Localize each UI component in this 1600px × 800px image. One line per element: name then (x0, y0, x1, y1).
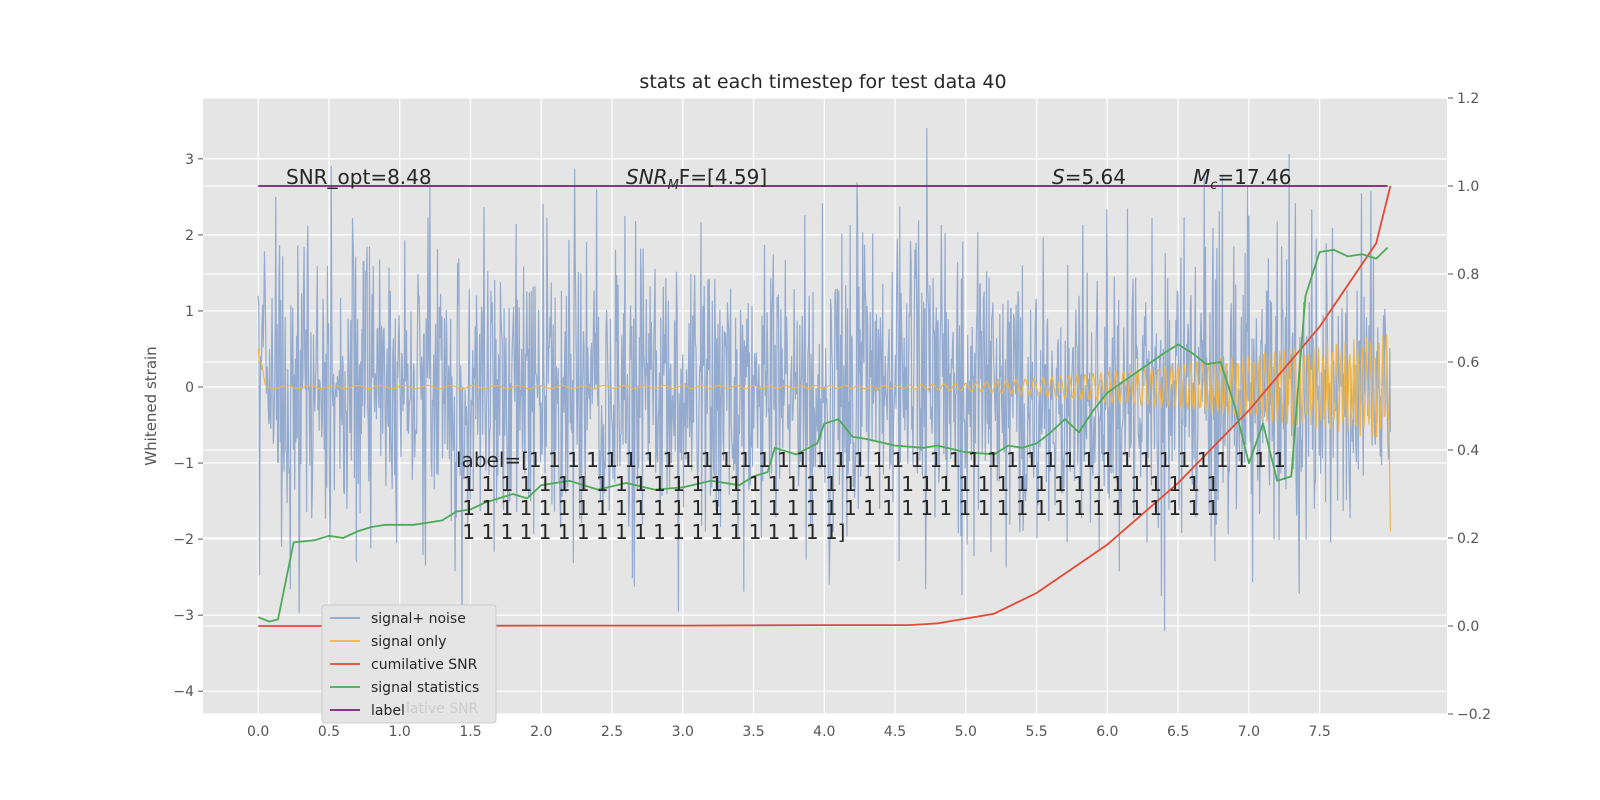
snr-opt-annotation: SNR_opt=8.48 (286, 165, 432, 189)
y-right-tick-label: 0.6 (1457, 355, 1479, 371)
x-tick-label: 7.0 (1238, 724, 1260, 740)
x-tick-label: 2.0 (530, 724, 552, 740)
label-annotation-line-1: label=[1 1 1 1 1 1 1 1 1 1 1 1 1 1 1 1 1… (456, 448, 1286, 472)
series-line-cumilative-snr (258, 185, 1392, 627)
y-right-tick-label: 0.0 (1457, 619, 1479, 635)
legend-label: signal statistics (371, 680, 479, 696)
x-tick-label: 0.0 (247, 724, 269, 740)
y-tick-label: 0 (185, 380, 194, 396)
legend: lative SNR signal+ noise signal only cumil… (321, 604, 497, 724)
legend-label: signal only (371, 634, 446, 650)
x-tick-label: 0.5 (318, 724, 340, 740)
y-tick-label: −2 (173, 532, 194, 548)
y-tick-label: −1 (173, 456, 194, 472)
y-tick-label: −3 (173, 608, 194, 624)
y-tick-label: 1 (185, 304, 194, 320)
snr-mf-annotation: SNRMF=[4.59] (626, 165, 767, 193)
series-line-signal-only (257, 334, 1391, 532)
y-tick-label: −4 (173, 684, 194, 700)
y-right-tick-label: 0.2 (1457, 531, 1479, 547)
x-tick-label: 1.5 (459, 724, 481, 740)
mc-annotation: Mc=17.46 (1193, 165, 1291, 193)
label-annotation-line-2: 1 1 1 1 1 1 1 1 1 1 1 1 1 1 1 1 1 1 1 1 … (456, 472, 1219, 496)
annotation-layer: SNR_opt=8.48 SNRMF=[4.59] S=5.64 Mc=17.4… (286, 165, 1291, 544)
x-tick-label: 3.0 (672, 724, 694, 740)
x-tick-label: 2.5 (601, 724, 623, 740)
legend-label: cumilative SNR (371, 657, 478, 673)
x-tick-label: 6.0 (1096, 724, 1118, 740)
series-line-signal-statistics (257, 246, 1389, 623)
legend-label: label (371, 703, 405, 719)
y-right-tick-label: 1.2 (1457, 91, 1479, 107)
x-tick-label: 4.5 (884, 724, 906, 740)
x-tick-label: 5.0 (955, 724, 977, 740)
y-right-tick-label: 0.4 (1457, 443, 1479, 459)
series-layer (257, 127, 1392, 654)
y-tick-label: 2 (185, 228, 194, 244)
y-right-tick-label: −0.2 (1457, 707, 1491, 723)
x-tick-label: 4.0 (813, 724, 835, 740)
y-tick-label: 3 (185, 152, 194, 168)
x-tick-label: 5.5 (1025, 724, 1047, 740)
series-line-signal-noise (257, 127, 1391, 654)
ticks: 0.0 0.5 1.0 1.5 2.0 2.5 3.0 3.5 4.0 4.5 5.0 5.5 6.0 6… (173, 91, 1491, 740)
x-tick-label: 3.5 (742, 724, 764, 740)
chart-title: stats at each timestep for test data 40 (639, 71, 1006, 93)
legend-label: signal+ noise (371, 611, 466, 627)
x-tick-label: 6.5 (1167, 724, 1189, 740)
legend-ghost-text: lative SNR (406, 701, 479, 717)
legend-box (321, 604, 497, 724)
x-tick-label: 7.5 (1308, 724, 1330, 740)
s-annotation: S=5.64 (1052, 165, 1126, 189)
label-annotation-line-4: 1 1 1 1 1 1 1 1 1 1 1 1 1 1 1 1 1 1 1 1] (456, 520, 845, 544)
y-right-tick-label: 0.8 (1457, 267, 1479, 283)
y-axis-label: Whitened strain (142, 346, 160, 465)
y-right-tick-label: 1.0 (1457, 179, 1479, 195)
label-annotation-line-3: 1 1 1 1 1 1 1 1 1 1 1 1 1 1 1 1 1 1 1 1 … (456, 496, 1219, 520)
x-tick-label: 1.0 (389, 724, 411, 740)
